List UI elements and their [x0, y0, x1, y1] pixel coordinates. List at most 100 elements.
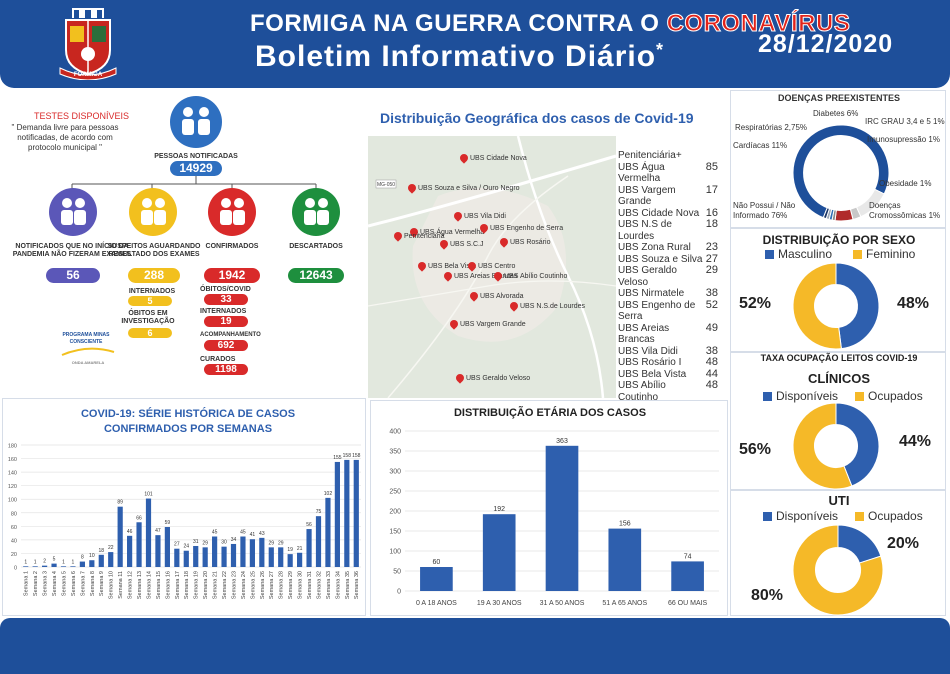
x-tick-label: Semana 3 [43, 571, 49, 596]
suspects-icon [129, 188, 177, 236]
ubs-count: 48 [705, 356, 718, 368]
bar [127, 535, 133, 567]
bar-value-label: 41 [250, 532, 256, 538]
map-pin-icon [454, 372, 466, 384]
discarded-icon [292, 188, 340, 236]
map-pin-icon [478, 222, 490, 234]
city-map[interactable]: MG-050 UBS Cidade Nova UBS Souza e Silva … [368, 136, 616, 398]
map-pin[interactable]: UBS Água Vermelha [408, 226, 484, 238]
y-tick-label: 250 [389, 489, 401, 496]
x-tick-label: Semana 20 [203, 571, 209, 599]
bar-value-label: 45 [240, 530, 246, 536]
map-pin[interactable]: Penitenciária [392, 230, 444, 242]
map-pin-icon [466, 260, 478, 272]
bar [60, 566, 67, 567]
y-tick-label: 100 [8, 498, 17, 504]
map-pin[interactable]: UBS N.S.de Lourdes [508, 300, 585, 312]
donut-slice [792, 402, 853, 490]
x-tick-label: 0 A 18 ANOS [416, 600, 457, 607]
confirmed-deaths-label: ÓBITOS/COVID [200, 286, 251, 293]
ubs-table-row: UBS Água Vermelha 85 [618, 160, 718, 185]
bar-value-label: 1 [24, 559, 27, 565]
donut-slice [822, 207, 831, 220]
bar-value-label: 10 [89, 553, 95, 559]
confirmed-value: 1942 [204, 268, 260, 283]
sex-legend-female: Feminino [853, 247, 915, 261]
bar-value-label: 101 [144, 492, 153, 498]
ubs-name: Penitenciária+ [618, 150, 682, 161]
map-pin[interactable]: UBS Cidade Nova [458, 152, 527, 164]
x-tick-label: Semana 11 [118, 571, 124, 599]
bar-value-label: 19 [287, 547, 293, 553]
x-tick-label: Semana 23 [231, 571, 237, 599]
map-pin[interactable]: UBS Alvorada [468, 290, 524, 302]
notified-label: PESSOAS NOTIFICADAS [154, 153, 238, 160]
weekly-chart-title: COVID-19: SÉRIE HISTÓRICA DE CASOS CONFI… [80, 408, 296, 435]
donut-slice [837, 524, 882, 564]
pre-label-obesity: Obesidade 1% [879, 179, 932, 188]
map-pin[interactable]: UBS Areias Brancas [442, 270, 517, 282]
ubs-count: 27 [705, 252, 718, 265]
not-tested-label: NOTIFICADOS QUE NO INÍCIO DA PANDEMIA NÃ… [12, 243, 132, 258]
icu-available-pct: 20% [887, 535, 920, 552]
map-pin-label: UBS N.S.de Lourdes [520, 302, 585, 310]
ubs-name: UBS Cidade Nova [618, 207, 700, 219]
map-pin[interactable]: UBS Souza e Silva / Ouro Negro [406, 182, 520, 194]
x-tick-label: Semana 1 [24, 571, 30, 596]
ubs-count: 85 [705, 160, 718, 173]
confirmed-icon [208, 188, 256, 236]
bar [51, 563, 57, 567]
map-pin-label: UBS Alvorada [480, 292, 524, 300]
suspects-value: 288 [128, 268, 180, 283]
map-pin[interactable]: UBS Vila Didi [452, 210, 506, 222]
preexisting-title: DOENÇAS PREEXISTENTES [777, 93, 901, 103]
ubs-table-row: UBS Vargem Grande 17 [618, 184, 718, 208]
map-pin[interactable]: UBS Bela Vista [416, 260, 476, 272]
ubs-name: UBS Água Vermelha [618, 161, 665, 185]
map-pin[interactable]: UBS Engenho de Serra [478, 222, 563, 234]
bar-value-label: 156 [619, 521, 631, 528]
map-pin[interactable]: UBS Rosário [498, 236, 550, 248]
map-pin[interactable]: UBS Abílio Coutinho [492, 270, 567, 282]
pre-label-immuno: Imunosupressão 1% [867, 135, 940, 144]
suspects-hospitalized-label: INTERNADOS [128, 288, 176, 295]
bar-value-label: 5 [53, 557, 56, 563]
bar [482, 514, 516, 591]
map-pin[interactable]: UBS Vargem Grande [448, 318, 526, 330]
clinical-occupied-pct: 56% [739, 441, 772, 458]
confirmed-monitoring-label: ACOMPANHAMENTO [200, 332, 261, 338]
ubs-name: UBS Geraldo Veloso [618, 265, 677, 288]
ubs-count: 38 [705, 344, 718, 357]
bar-value-label: 60 [433, 559, 441, 566]
city-crest-logo: FORMIGA [59, 8, 117, 80]
bar-value-label: 1 [34, 559, 37, 565]
discarded-label: DESCARTADOS [289, 243, 343, 250]
map-pin[interactable]: UBS Geraldo Veloso [454, 372, 530, 384]
ubs-name: UBS Rosário I [618, 357, 682, 368]
y-tick-label: 60 [11, 525, 17, 531]
x-tick-label: Semana 36 [354, 571, 360, 599]
ubs-table-row: UBS Abílio Coutinho 48 [618, 379, 718, 403]
map-pin-label: UBS Cidade Nova [470, 154, 527, 162]
ubs-name: UBS Engenho de Serra [618, 299, 696, 323]
y-tick-label: 0 [14, 566, 17, 572]
x-tick-label: Semana 32 [316, 571, 322, 599]
x-tick-label: Semana 4 [52, 571, 58, 596]
map-pin[interactable]: UBS Centro [466, 260, 516, 272]
map-pin-label: UBS Centro [478, 262, 516, 270]
donut-slice [792, 524, 884, 616]
x-tick-label: Semana 26 [260, 571, 266, 599]
bar-value-label: 18 [98, 548, 104, 554]
x-tick-label: Semana 15 [156, 571, 162, 599]
bar-value-label: 75 [316, 509, 322, 515]
bar [98, 554, 104, 567]
ubs-table-row: UBS Zona Rural 23 [618, 241, 718, 254]
y-tick-label: 20 [11, 552, 17, 558]
confirmed-recovered-value: 1198 [204, 364, 248, 375]
not-tested-icon [49, 188, 97, 236]
bar [278, 547, 284, 567]
bar [259, 537, 265, 567]
bar [344, 459, 350, 567]
donut-slice [792, 262, 842, 350]
map-pin[interactable]: UBS S.C.J [438, 238, 483, 250]
